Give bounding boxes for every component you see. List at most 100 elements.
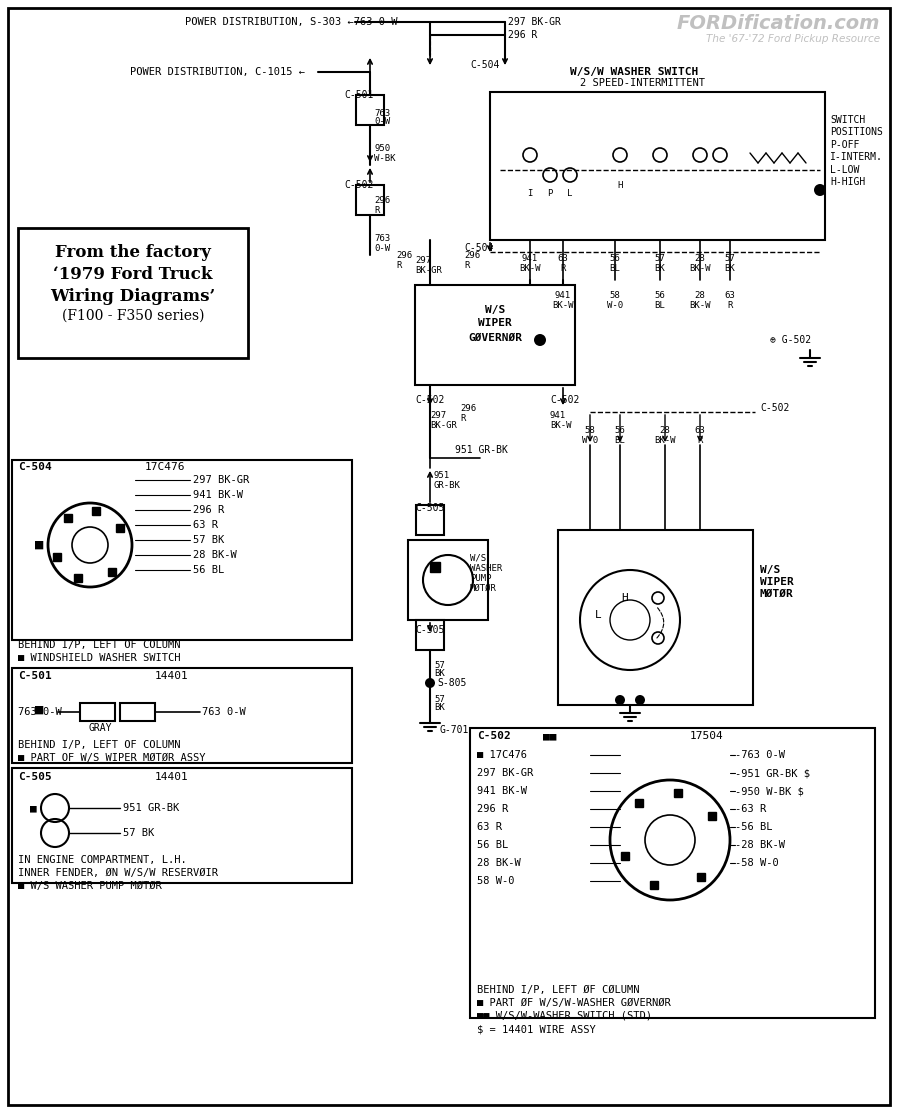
- Text: -28 BK-W: -28 BK-W: [735, 840, 785, 850]
- Text: -950 W-BK $: -950 W-BK $: [735, 786, 804, 796]
- Text: BK: BK: [654, 264, 665, 273]
- Text: FORDification.com: FORDification.com: [677, 14, 880, 33]
- Text: 28: 28: [695, 254, 706, 263]
- Bar: [74, 574, 82, 582]
- Text: ■■: ■■: [543, 731, 556, 741]
- Text: 58 W-0: 58 W-0: [477, 876, 515, 886]
- Text: ‘1979 Ford Truck: ‘1979 Ford Truck: [53, 266, 212, 283]
- Text: 17C476: 17C476: [145, 462, 185, 472]
- Text: S-805: S-805: [437, 678, 466, 688]
- Text: L: L: [567, 188, 572, 197]
- Text: -58 W-0: -58 W-0: [735, 858, 778, 868]
- Text: R: R: [374, 206, 380, 215]
- Text: 941: 941: [550, 411, 566, 420]
- Text: -951 GR-BK $: -951 GR-BK $: [735, 768, 810, 778]
- Text: 941: 941: [522, 254, 538, 263]
- Text: ■ 17C476: ■ 17C476: [477, 750, 527, 760]
- Text: W/S/W WASHER SWITCH: W/S/W WASHER SWITCH: [570, 67, 698, 77]
- Text: R: R: [396, 260, 401, 269]
- Text: From the factory: From the factory: [55, 244, 211, 260]
- Text: 57: 57: [654, 254, 665, 263]
- Text: W/S: W/S: [470, 553, 486, 562]
- Text: BK-W: BK-W: [654, 435, 676, 444]
- Text: 296: 296: [374, 196, 390, 205]
- Bar: [64, 514, 71, 522]
- Text: SWITCH: SWITCH: [830, 115, 865, 125]
- Text: 296 R: 296 R: [508, 30, 537, 40]
- Text: 297 BK-GR: 297 BK-GR: [477, 768, 533, 778]
- Text: W-BK: W-BK: [374, 154, 395, 162]
- Text: WIPER: WIPER: [478, 318, 512, 328]
- Bar: [430, 562, 440, 572]
- Text: 941 BK-W: 941 BK-W: [477, 786, 527, 796]
- Bar: [470, 728, 875, 1018]
- Text: 57 BK: 57 BK: [123, 828, 154, 838]
- Text: BK-GR: BK-GR: [430, 421, 457, 430]
- Bar: [558, 530, 753, 705]
- Text: 63: 63: [724, 290, 735, 299]
- Text: 950: 950: [374, 144, 390, 152]
- Text: BL: BL: [654, 301, 665, 309]
- Text: C-504: C-504: [470, 60, 500, 70]
- Text: P-OFF: P-OFF: [830, 140, 860, 150]
- Text: I: I: [527, 188, 533, 197]
- Text: C-501: C-501: [18, 671, 52, 681]
- Text: W/S: W/S: [485, 305, 505, 315]
- Bar: [707, 812, 716, 820]
- Text: H: H: [622, 593, 628, 603]
- Circle shape: [635, 695, 645, 705]
- Bar: [120, 703, 155, 721]
- Bar: [18, 228, 248, 358]
- Bar: [490, 92, 825, 240]
- Text: BK-W: BK-W: [689, 264, 711, 273]
- Bar: [12, 668, 352, 764]
- Text: BK-W: BK-W: [550, 421, 572, 430]
- Circle shape: [534, 334, 546, 346]
- Bar: [408, 540, 488, 620]
- Text: 296 R: 296 R: [193, 505, 224, 515]
- Text: BK-GR: BK-GR: [415, 266, 442, 275]
- Bar: [12, 460, 352, 640]
- Text: POWER DISTRIBUTION, C-1015 ←: POWER DISTRIBUTION, C-1015 ←: [130, 67, 305, 77]
- Text: L-LOW: L-LOW: [830, 165, 860, 175]
- Text: C-502: C-502: [550, 395, 580, 405]
- Text: 56: 56: [615, 425, 626, 434]
- Text: 951: 951: [434, 471, 450, 480]
- Bar: [356, 185, 384, 215]
- Text: G-701: G-701: [440, 725, 470, 735]
- Text: C-504: C-504: [464, 243, 493, 253]
- Text: W/S: W/S: [760, 565, 780, 575]
- Text: (F100 - F350 series): (F100 - F350 series): [62, 309, 204, 323]
- Text: BL: BL: [615, 435, 626, 444]
- Bar: [635, 799, 644, 807]
- Bar: [415, 285, 575, 385]
- Bar: [80, 703, 115, 721]
- Text: POWER DISTRIBUTION, S-303 ←763 0-W: POWER DISTRIBUTION, S-303 ←763 0-W: [185, 17, 398, 27]
- Text: -63 R: -63 R: [735, 804, 766, 814]
- Text: 763: 763: [374, 234, 390, 243]
- Bar: [416, 620, 444, 650]
- Text: 28 BK-W: 28 BK-W: [477, 858, 521, 868]
- Text: C-504: C-504: [18, 462, 52, 472]
- Text: MØTØR: MØTØR: [470, 583, 497, 592]
- Text: 297 BK-GR: 297 BK-GR: [508, 17, 561, 27]
- Text: 58: 58: [585, 425, 596, 434]
- Text: ■ WINDSHIELD WASHER SWITCH: ■ WINDSHIELD WASHER SWITCH: [18, 653, 181, 663]
- Text: 296: 296: [396, 250, 412, 259]
- Text: ■■ W/S/W-WASHER SWITCH (STD): ■■ W/S/W-WASHER SWITCH (STD): [477, 1011, 652, 1021]
- Text: W-0: W-0: [607, 301, 623, 309]
- Bar: [650, 881, 658, 889]
- Text: 28: 28: [695, 290, 706, 299]
- Text: ■ PART ØF W/S/W-WASHER GØVERNØR: ■ PART ØF W/S/W-WASHER GØVERNØR: [477, 998, 670, 1008]
- Text: PUMP: PUMP: [470, 573, 491, 582]
- Text: ■: ■: [30, 802, 37, 812]
- Text: 0-W: 0-W: [374, 117, 390, 126]
- Text: 63: 63: [695, 425, 706, 434]
- Text: ■: ■: [35, 538, 43, 552]
- Text: BK: BK: [724, 264, 735, 273]
- Text: 763: 763: [374, 108, 390, 118]
- Text: 28: 28: [660, 425, 670, 434]
- Text: BEHIND I/P, LEFT OF COLUMN: BEHIND I/P, LEFT OF COLUMN: [18, 740, 181, 750]
- Text: BL: BL: [609, 264, 620, 273]
- Text: 2 SPEED-INTERMITTENT: 2 SPEED-INTERMITTENT: [580, 78, 705, 88]
